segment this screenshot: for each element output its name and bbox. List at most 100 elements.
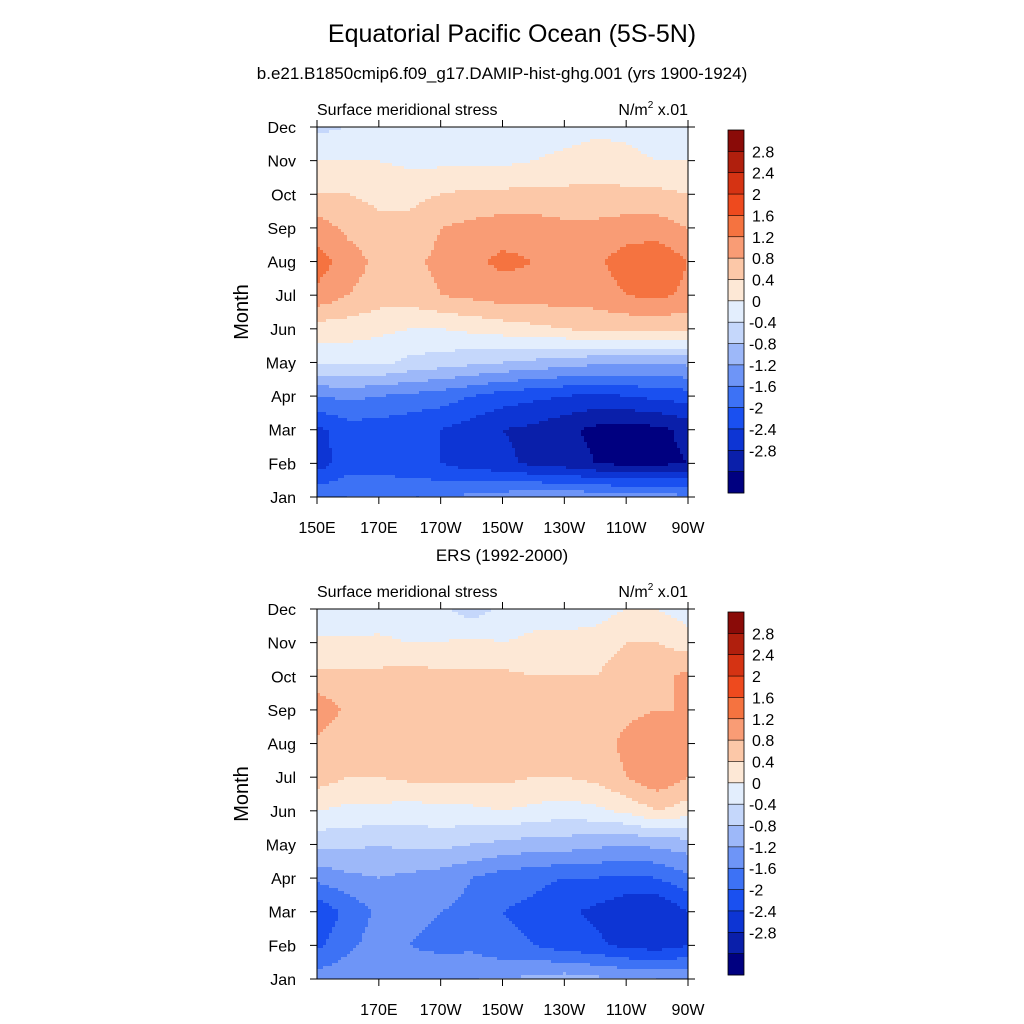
heatmap-cell <box>365 151 369 155</box>
heatmap-cell <box>440 136 444 140</box>
heatmap-cell <box>455 142 459 146</box>
heatmap-cell <box>452 130 456 134</box>
heatmap-cell <box>629 154 633 158</box>
heatmap-cell <box>503 154 507 158</box>
heatmap-cell <box>545 133 549 137</box>
heatmap-cell <box>386 148 390 152</box>
heatmap-cell <box>371 133 375 137</box>
heatmap-cell <box>488 154 492 158</box>
heatmap-cell <box>371 142 375 146</box>
heatmap-cell <box>449 145 453 149</box>
heatmap-cell <box>404 142 408 146</box>
heatmap-cell <box>596 133 600 137</box>
heatmap-cell <box>365 127 369 131</box>
heatmap-cell <box>467 145 471 149</box>
heatmap-cell <box>344 148 348 152</box>
heatmap-cell <box>566 142 570 146</box>
heatmap-cell <box>317 136 321 140</box>
heatmap-cell <box>326 130 330 134</box>
heatmap-cell <box>614 151 618 155</box>
heatmap-cell <box>500 133 504 137</box>
heatmap-cell <box>485 154 489 158</box>
heatmap-cell <box>329 136 333 140</box>
heatmap-cell <box>542 127 546 131</box>
heatmap-cell <box>455 139 459 143</box>
heatmap-cell <box>329 154 333 158</box>
heatmap-cell <box>365 145 369 149</box>
heatmap-cell <box>458 127 462 131</box>
heatmap-cell <box>557 148 561 152</box>
heatmap-cell <box>380 130 384 134</box>
heatmap-cell <box>317 157 321 161</box>
heatmap-cell <box>410 145 414 149</box>
heatmap-cell <box>365 139 369 143</box>
heatmap-cell <box>398 157 402 161</box>
heatmap-cell <box>458 145 462 149</box>
heatmap-cell <box>482 151 486 155</box>
heatmap-cell <box>371 148 375 152</box>
heatmap-cell <box>368 142 372 146</box>
heatmap-cell <box>449 148 453 152</box>
heatmap-cell <box>542 133 546 137</box>
heatmap-cell <box>686 130 688 134</box>
heatmap-cell <box>617 145 621 149</box>
heatmap-cell <box>686 154 688 158</box>
heatmap-cell <box>374 151 378 155</box>
heatmap-cell <box>680 130 684 134</box>
heatmap-cell <box>629 130 633 134</box>
heatmap-cell <box>470 127 474 131</box>
heatmap-cell <box>335 127 339 131</box>
heatmap-cell <box>638 148 642 152</box>
heatmap-cell <box>368 148 372 152</box>
heatmap-cell <box>392 151 396 155</box>
heatmap-cell <box>554 154 558 158</box>
heatmap-cell <box>317 133 321 137</box>
heatmap-cell <box>542 142 546 146</box>
heatmap-cell <box>497 130 501 134</box>
heatmap-cell <box>650 142 654 146</box>
heatmap-cell <box>347 142 351 146</box>
heatmap-cell <box>674 130 678 134</box>
heatmap-cell <box>485 130 489 134</box>
heatmap-cell <box>599 130 603 134</box>
heatmap-cell <box>470 142 474 146</box>
heatmap-cell <box>620 139 624 143</box>
heatmap-cell <box>419 154 423 158</box>
heatmap-cell <box>365 133 369 137</box>
heatmap-cell <box>455 148 459 152</box>
heatmap-cell <box>524 142 528 146</box>
heatmap-cell <box>461 154 465 158</box>
heatmap-cell <box>503 127 507 131</box>
heatmap-cell <box>386 127 390 131</box>
heatmap-cell <box>401 151 405 155</box>
heatmap-cell <box>317 154 321 158</box>
heatmap-cell <box>599 133 603 137</box>
heatmap-cell <box>359 154 363 158</box>
heatmap-cell <box>623 139 627 143</box>
heatmap-cell <box>614 145 618 149</box>
heatmap-cell <box>509 142 513 146</box>
heatmap-cell <box>404 133 408 137</box>
heatmap-cell <box>422 127 426 131</box>
heatmap-cell <box>443 127 447 131</box>
heatmap-cell <box>494 151 498 155</box>
heatmap-cell <box>566 127 570 131</box>
heatmap-cell <box>554 139 558 143</box>
heatmap-cell <box>626 133 630 137</box>
heatmap-cell <box>428 136 432 140</box>
heatmap-cell <box>458 151 462 155</box>
heatmap-cell <box>599 154 603 158</box>
heatmap-cell <box>608 148 612 152</box>
heatmap-cell <box>605 139 609 143</box>
heatmap-cell <box>455 154 459 158</box>
heatmap-cell <box>470 154 474 158</box>
heatmap-cell <box>449 127 453 131</box>
heatmap-cell <box>530 154 534 158</box>
heatmap-cell <box>362 127 366 131</box>
heatmap-cell <box>332 154 336 158</box>
heatmap-cell <box>665 148 669 152</box>
heatmap-cell <box>338 142 342 146</box>
heatmap-cell <box>557 130 561 134</box>
heatmap-cell <box>515 154 519 158</box>
heatmap-cell <box>353 136 357 140</box>
